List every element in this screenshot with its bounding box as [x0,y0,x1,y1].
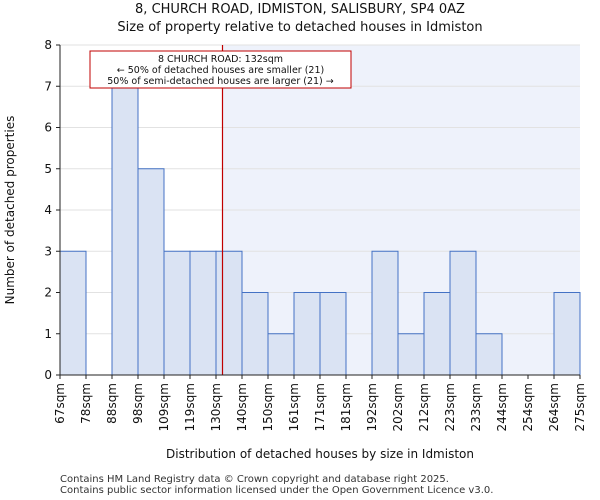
x-tick-label: 109sqm [157,383,171,431]
y-axis-title: Number of detached properties [3,116,17,305]
histogram-bar [267,333,295,376]
histogram-bar [319,292,347,376]
x-tick-label: 78sqm [79,383,93,424]
histogram-bar [449,250,477,376]
footer-line-1: Contains HM Land Registry data © Crown c… [60,474,449,485]
y-tick-label: 2 [44,286,52,300]
y-tick-label: 5 [44,162,52,176]
x-tick-label: 212sqm [417,383,431,431]
y-tick-label: 4 [44,203,52,217]
histogram-bar [111,85,139,376]
histogram-bar [163,250,191,376]
histogram-bar [553,292,581,376]
x-tick-label: 233sqm [469,383,483,431]
x-tick-label: 275sqm [573,383,587,431]
x-tick-label: 181sqm [339,383,353,431]
y-tick-label: 8 [44,38,52,52]
x-tick-label: 88sqm [105,383,119,424]
annotation-box [89,50,352,89]
x-tick-label: 150sqm [261,383,275,431]
histogram-bar [371,250,399,376]
histogram-bar [397,333,425,376]
x-tick-label: 67sqm [53,383,67,424]
histogram-bar [215,250,243,376]
annotation-line-2: ← 50% of detached houses are smaller (21… [117,65,324,76]
x-tick-label: 171sqm [313,383,327,431]
y-tick-label: 0 [44,368,52,382]
annotation-line-1: 8 CHURCH ROAD: 132sqm [158,54,283,65]
histogram-bar [293,292,321,376]
chart-subtitle: Size of property relative to detached ho… [117,20,483,35]
x-tick-label: 192sqm [365,383,379,431]
x-tick-label: 264sqm [547,383,561,431]
x-tick-label: 161sqm [287,383,301,431]
x-tick-label: 119sqm [183,383,197,431]
histogram-bar [241,292,269,376]
x-tick-label: 223sqm [443,383,457,431]
chart-title: 8, CHURCH ROAD, IDMISTON, SALISBURY, SP4… [135,2,465,17]
histogram-bar [137,168,165,376]
x-tick-label: 98sqm [131,383,145,424]
histogram-bar [475,333,503,376]
histogram-bar [59,250,87,376]
y-tick-label: 6 [44,121,52,135]
footer-line-2: Contains public sector information licen… [60,485,494,496]
x-tick-label: 244sqm [495,383,509,431]
histogram-bar [189,250,217,376]
x-tick-label: 140sqm [235,383,249,431]
x-tick-label: 254sqm [521,383,535,431]
histogram-bar [423,292,451,376]
annotation-line-3: 50% of semi-detached houses are larger (… [107,76,334,87]
x-tick-label: 202sqm [391,383,405,431]
x-tick-label: 130sqm [209,383,223,431]
y-tick-label: 7 [44,79,52,93]
x-axis-title: Distribution of detached houses by size … [166,447,474,461]
y-tick-label: 1 [44,327,52,341]
y-tick-label: 3 [44,244,52,258]
